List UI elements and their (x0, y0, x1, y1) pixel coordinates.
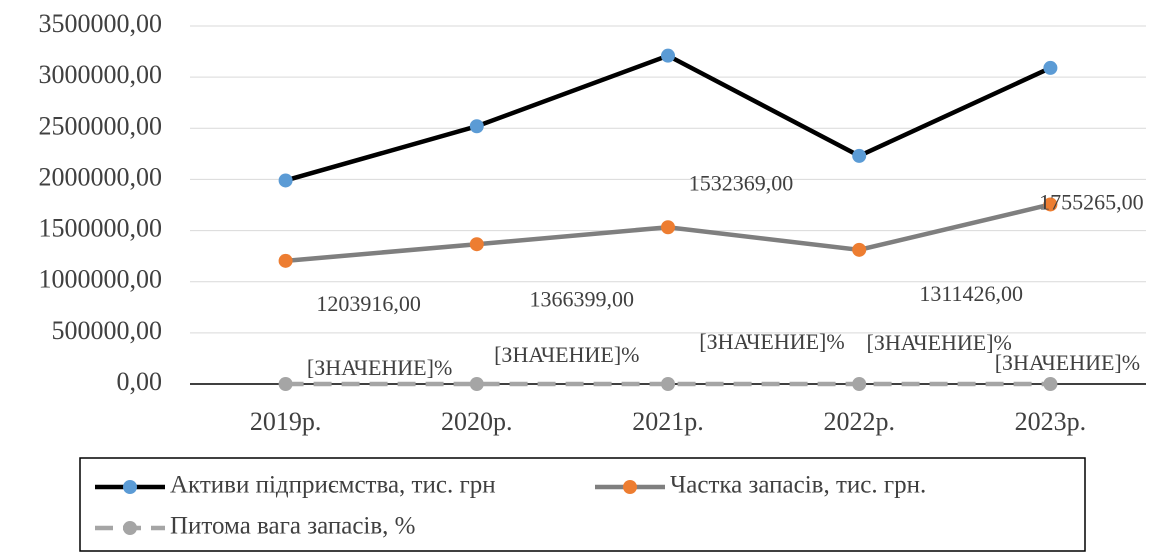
value-label: 1755265,00 (1039, 190, 1144, 215)
point (469, 119, 484, 134)
value-label: 1366399,00 (530, 286, 635, 311)
x-tick-label: 2022р. (823, 407, 895, 436)
value-label: [ЗНАЧЕНИЕ]% (995, 350, 1140, 375)
y-tick-label: 2000000,00 (39, 162, 163, 191)
x-tick-label: 2019р. (250, 407, 322, 436)
x-tick-label: 2020р. (441, 407, 513, 436)
value-label: [ЗНАЧЕНИЕ]% (867, 330, 1012, 355)
y-tick-label: 2500000,00 (39, 111, 163, 140)
point (278, 253, 293, 268)
point (852, 242, 867, 257)
legend-label: Активи підприємства, тис. грн (170, 472, 496, 499)
value-label: [ЗНАЧЕНИЕ]% (494, 342, 639, 367)
point (661, 377, 675, 391)
legend-label: Питома вага запасів, % (170, 513, 416, 540)
y-tick-label: 0,00 (117, 367, 163, 396)
legend-marker (623, 480, 637, 494)
y-tick-label: 1000000,00 (39, 265, 163, 294)
point (278, 173, 293, 188)
x-tick-label: 2021р. (632, 407, 704, 436)
point (661, 48, 675, 63)
series-line (284, 53, 1052, 183)
y-tick-label: 1500000,00 (39, 214, 163, 243)
value-label: [ЗНАЧЕНИЕ]% (307, 355, 452, 380)
value-label: 1311426,00 (919, 281, 1023, 306)
legend-marker (123, 521, 137, 535)
legend-marker (123, 480, 137, 494)
point (1043, 197, 1058, 212)
y-tick-label: 500000,00 (52, 316, 163, 345)
point (661, 220, 675, 235)
point (469, 377, 484, 391)
y-tick-label: 3000000,00 (39, 60, 163, 89)
point (469, 237, 484, 252)
point (1043, 60, 1058, 75)
legend-box (79, 457, 1086, 552)
legend-label: Частка запасів, тис. грн. (670, 472, 926, 499)
point (278, 377, 293, 391)
point (852, 148, 867, 163)
y-tick-label: 3500000,00 (39, 9, 163, 38)
x-tick-label: 2023р. (1015, 407, 1087, 436)
value-label: 1532369,00 (689, 170, 794, 195)
point (1043, 377, 1058, 391)
value-label: 1203916,00 (316, 291, 421, 316)
point (852, 377, 867, 391)
value-label: [ЗНАЧЕНИЕ]% (699, 329, 844, 354)
